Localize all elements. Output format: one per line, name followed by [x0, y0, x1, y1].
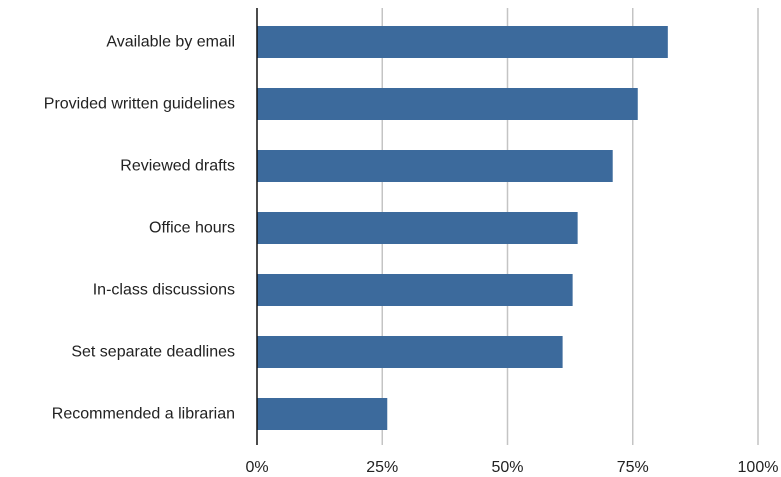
x-tick-labels: 0% 25% 50% 75% 100%: [245, 459, 778, 476]
bar-reviewed-drafts: [257, 150, 613, 182]
category-label: Office hours: [149, 220, 235, 237]
bars: [257, 26, 668, 430]
category-label: Available by email: [106, 34, 235, 51]
category-label: Set separate deadlines: [71, 344, 235, 361]
bar-recommended-a-librarian: [257, 398, 388, 430]
bar-office-hours: [257, 212, 578, 244]
category-label: In-class discussions: [93, 282, 235, 299]
x-tick-label: 0%: [245, 459, 268, 476]
bar-available-by-email: [257, 26, 668, 58]
category-labels: Available by email Provided written guide…: [44, 34, 235, 423]
bar-set-separate-deadlines: [257, 336, 563, 368]
category-label: Recommended a librarian: [52, 406, 235, 423]
category-label: Reviewed drafts: [120, 158, 235, 175]
category-label: Provided written guidelines: [44, 96, 235, 113]
bar-provided-written-guidelines: [257, 88, 638, 120]
x-tick-label: 50%: [491, 459, 523, 476]
x-tick-label: 25%: [366, 459, 398, 476]
bar-in-class-discussions: [257, 274, 573, 306]
x-tick-label: 100%: [738, 459, 779, 476]
x-tick-label: 75%: [617, 459, 649, 476]
